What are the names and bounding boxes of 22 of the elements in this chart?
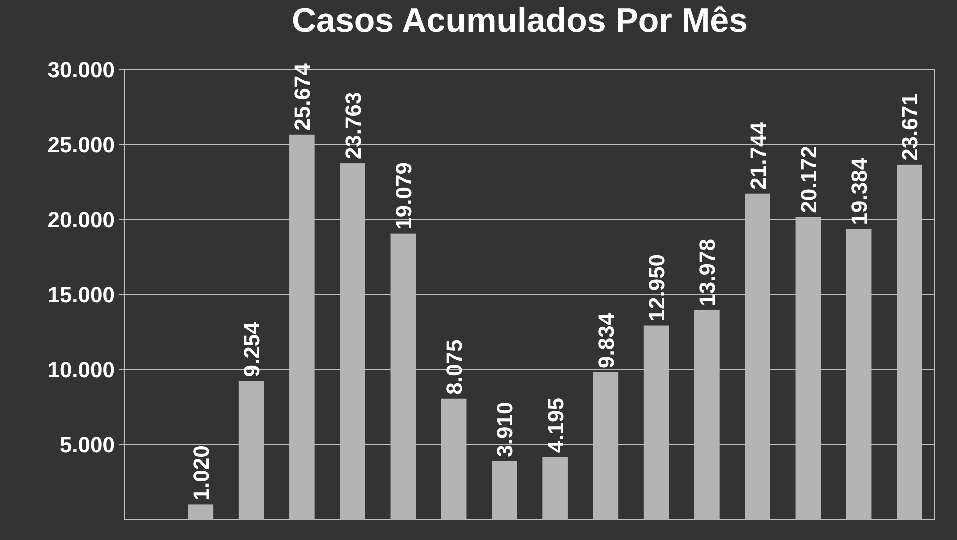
y-tick-label: 25.000	[48, 132, 115, 158]
data-label: 21.744	[746, 122, 771, 190]
y-tick-label: 15.000	[48, 282, 115, 308]
y-tick-label: 30.000	[48, 58, 115, 83]
data-label: 25.674	[290, 62, 316, 131]
data-label: 13.978	[695, 239, 720, 306]
data-label: 1.020	[188, 446, 214, 501]
data-label: 23.671	[898, 94, 923, 161]
data-label: 19.384	[847, 157, 872, 226]
y-tick-label: 20.000	[48, 208, 115, 233]
data-label: 23.763	[340, 92, 366, 160]
data-label: 8.075	[442, 340, 468, 395]
data-label: 4.195	[543, 398, 568, 454]
data-label: 20.172	[796, 146, 822, 214]
y-tick-label: 10.000	[48, 358, 115, 383]
data-label: 19.079	[391, 162, 416, 230]
y-tick-label: 5.000	[60, 432, 115, 458]
chart-title: Casos Acumulados Por Mês	[292, 2, 748, 40]
data-label: 3.910	[492, 402, 518, 458]
data-label: 12.950	[644, 254, 670, 322]
data-label: 9.254	[240, 321, 265, 378]
data-label: 9.834	[594, 312, 619, 368]
